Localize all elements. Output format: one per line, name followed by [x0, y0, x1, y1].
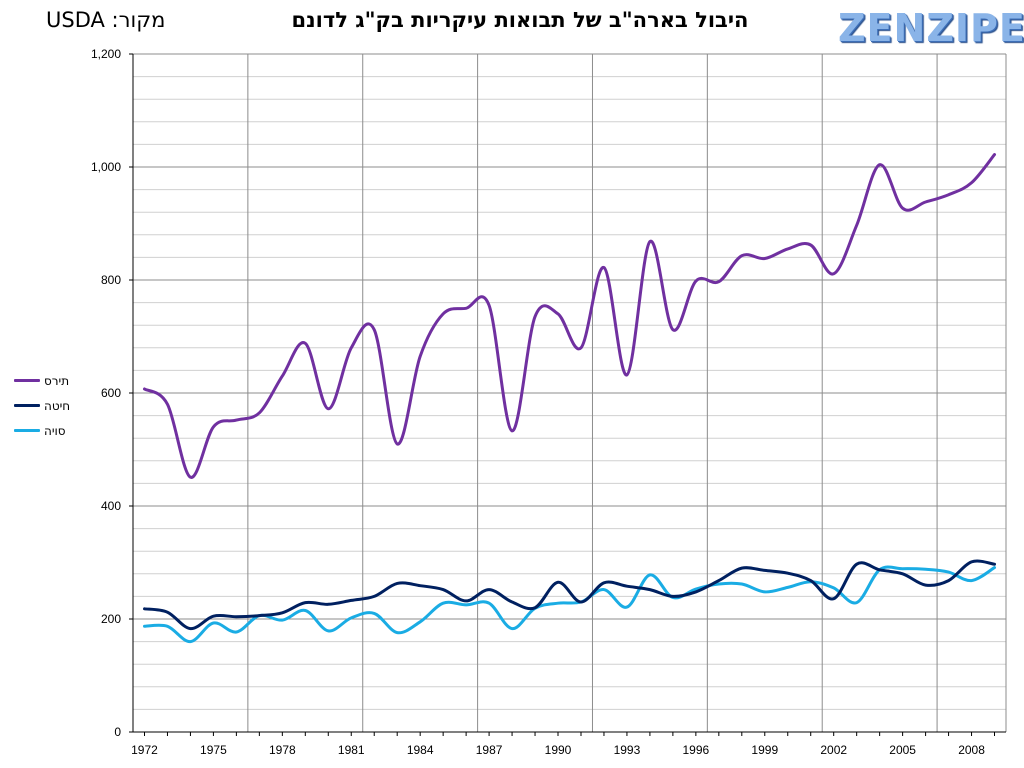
x-tick-label: 1972	[131, 743, 158, 757]
series-line-corn	[143, 153, 996, 479]
y-tick-label: 1,200	[91, 47, 121, 61]
x-tick-label: 1990	[545, 743, 572, 757]
y-tick-label: 200	[101, 612, 121, 626]
grid-layer	[133, 53, 1007, 732]
x-tick-label: 2005	[889, 743, 916, 757]
legend-swatch-wheat	[14, 404, 40, 407]
x-tick-label: 1978	[269, 743, 296, 757]
source-label: מקור: USDA	[46, 8, 166, 32]
x-tick-label: 1999	[751, 743, 778, 757]
y-tick-label: 600	[101, 386, 121, 400]
legend-item-corn: תירס	[14, 368, 70, 393]
x-tick-label: 1987	[476, 743, 503, 757]
x-tick-label: 2008	[958, 743, 985, 757]
legend-item-wheat: חיטה	[14, 393, 70, 418]
legend-swatch-corn	[14, 379, 40, 382]
chart-title: היבול בארה"ב של תבואות עיקריות בק"ג לדונ…	[291, 8, 749, 32]
y-tick-label: 0	[114, 725, 121, 739]
legend-label-soy: סויה	[44, 423, 66, 438]
x-tick-label: 1975	[200, 743, 227, 757]
series-layer	[143, 153, 996, 644]
axis-layer: 0 200 400 600 800 1,000 1,200 1972 1975 1978 1981 1…	[91, 47, 1006, 757]
legend-item-soy: סויה	[14, 418, 70, 443]
y-tick-label: 800	[101, 273, 121, 287]
series-line-soy	[143, 565, 996, 644]
x-tick-label: 2002	[820, 743, 847, 757]
zenziper-logo: ZENZIPER	[838, 6, 1024, 50]
chart-legend: תירס חיטה סויה	[14, 368, 70, 443]
legend-label-wheat: חיטה	[44, 398, 71, 413]
x-tick-label: 1984	[407, 743, 434, 757]
x-tick-label: 1981	[338, 743, 365, 757]
y-tick-label: 1,000	[91, 160, 121, 174]
y-tick-label: 400	[101, 499, 121, 513]
x-tick-label: 1996	[683, 743, 710, 757]
series-line-wheat	[143, 559, 996, 631]
x-tick-label: 1993	[614, 743, 641, 757]
legend-label-corn: תירס	[44, 373, 70, 388]
legend-swatch-soy	[14, 429, 40, 432]
